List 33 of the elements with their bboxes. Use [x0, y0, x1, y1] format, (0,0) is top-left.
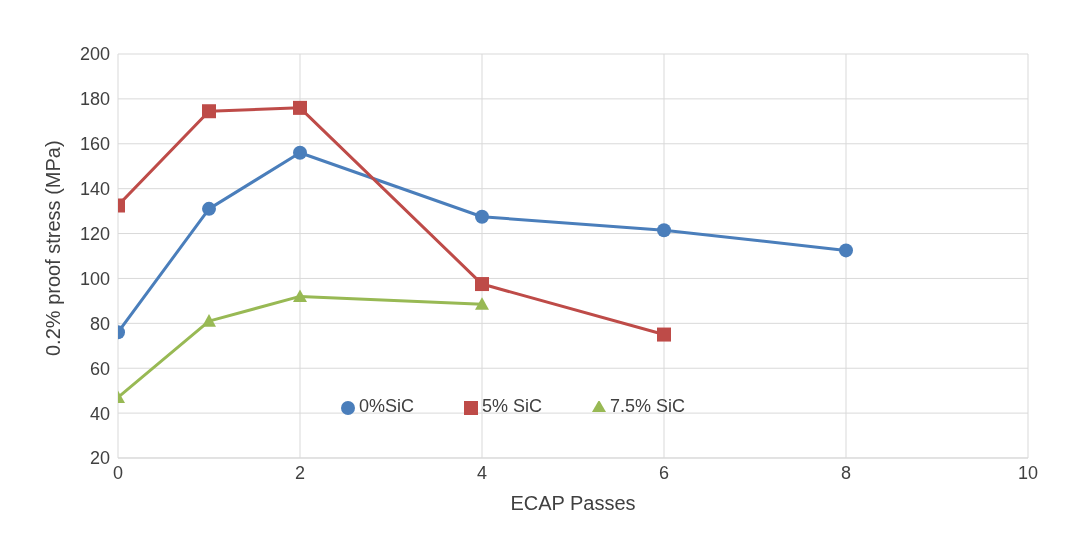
y-axis-title: 0.2% proof stress (MPa): [42, 140, 65, 356]
point: [293, 289, 307, 302]
point: [475, 297, 489, 310]
x-tick-label: 6: [658, 462, 670, 483]
x-tick-label: 2: [294, 462, 306, 483]
x-tick-label: 10: [1017, 462, 1039, 483]
point: [202, 104, 216, 119]
point: [293, 100, 307, 115]
y-tick-label: 100: [79, 268, 110, 289]
x-tick-label: 8: [840, 462, 852, 483]
x-axis-title: ECAP Passes: [510, 492, 636, 514]
y-tick-label: 60: [89, 358, 110, 379]
x-tick-label: 4: [476, 462, 488, 483]
y-tick-label: 40: [89, 403, 110, 424]
legend-label: 7.5% SiC: [610, 396, 686, 416]
point: [657, 327, 671, 342]
y-tick-label: 80: [89, 313, 110, 334]
point: [475, 277, 489, 292]
point: [293, 145, 307, 160]
legend-label: 0%SiC: [358, 396, 414, 416]
y-tick-label: 180: [79, 89, 110, 110]
y-tick-label: 160: [79, 134, 110, 155]
y-tick-label: 140: [79, 179, 110, 200]
y-tick-label: 200: [79, 44, 110, 65]
point: [202, 314, 216, 327]
y-tick-label: 20: [89, 448, 110, 469]
y-tick-label: 120: [79, 223, 110, 244]
point: [202, 201, 216, 216]
legend-label: 5% SiC: [481, 396, 542, 416]
point: [657, 223, 671, 238]
point: [839, 243, 853, 258]
x-tick-label: 0: [112, 462, 124, 483]
point: [475, 209, 489, 224]
